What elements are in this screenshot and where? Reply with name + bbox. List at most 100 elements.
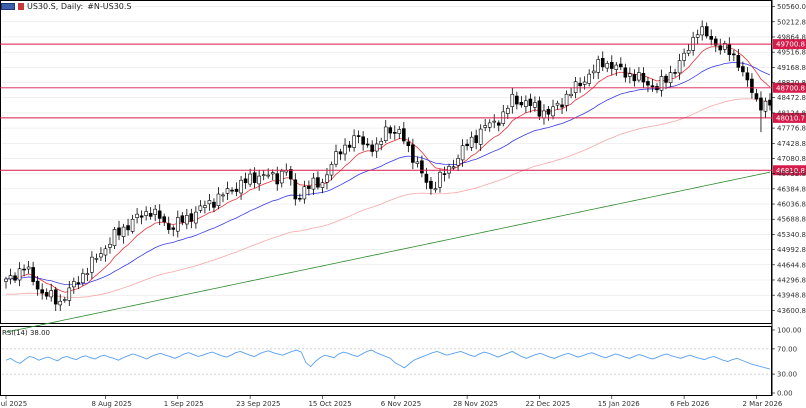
price-tick-label: 46036.8 <box>777 201 806 209</box>
candle-body <box>17 268 22 281</box>
candle-body <box>605 63 610 69</box>
candle-body <box>374 143 379 152</box>
candle-body <box>370 144 374 152</box>
candle-body <box>650 85 655 88</box>
candle-body <box>587 73 591 84</box>
rsi-tick-label: 0.00 <box>777 390 793 398</box>
candle-body <box>325 174 329 183</box>
candle-body <box>8 275 13 280</box>
candle-body <box>709 36 714 40</box>
candle-body <box>460 145 465 161</box>
candle-body <box>519 102 524 106</box>
candle-body <box>171 227 176 230</box>
candle-body <box>505 108 510 114</box>
candle-body <box>451 166 456 169</box>
candle-body <box>261 174 266 176</box>
candle-body <box>524 100 528 107</box>
candle-body <box>392 132 397 134</box>
candle-body <box>745 72 750 81</box>
candle-body <box>153 208 157 215</box>
candle-body <box>713 38 718 46</box>
candle-body <box>22 268 26 271</box>
symbol-label: US30.S, Daily: <box>27 2 84 11</box>
rsi-indicator: 100.00 70.00 30.00 0.00 <box>2 327 802 398</box>
date-axis: 7 Jul 2025 8 Aug 2025 1 Sep 2025 23 Sep 202… <box>0 396 783 408</box>
rsi-tick-label: 70.00 <box>777 345 797 353</box>
candle-body <box>406 141 411 147</box>
candle-body <box>293 179 298 200</box>
candle-body <box>759 97 763 111</box>
candle-body <box>383 126 388 141</box>
candle-body <box>474 135 478 144</box>
candle-body <box>121 226 126 237</box>
candle-body <box>754 93 759 100</box>
candle-body <box>257 175 261 185</box>
candle-body <box>62 299 67 301</box>
candle-body <box>483 125 487 128</box>
date-tick-label: 8 Aug 2025 <box>91 400 131 408</box>
candle-body <box>487 122 492 128</box>
candle-body <box>456 158 460 166</box>
date-tick-label: 1 Sep 2025 <box>164 400 204 408</box>
candle-body <box>307 185 311 189</box>
candle-body <box>35 280 40 290</box>
candle-body <box>704 26 709 37</box>
candle-body <box>388 127 393 134</box>
candle-body <box>515 95 519 105</box>
candle-body <box>727 43 732 55</box>
candle-body <box>234 188 239 192</box>
price-level-flag-bg <box>773 112 806 123</box>
candlesticks[interactable] <box>4 20 772 312</box>
price-tick-label: 48820.8 <box>777 79 806 87</box>
symbol-description: #N-US30.S <box>87 2 132 11</box>
price-tick-label: 50212.8 <box>777 18 806 26</box>
symbol-flag-icon <box>1 3 15 10</box>
candle-body <box>668 72 673 83</box>
candle-body <box>478 128 483 145</box>
candle-body <box>13 275 17 281</box>
candle-body <box>420 160 424 174</box>
horizontal-levels[interactable]: 49700.8 48700.8 48010.7 46810.8 <box>0 39 806 176</box>
price-tick-label: 43600.8 <box>777 307 806 315</box>
candle-body <box>338 151 343 155</box>
candle-body <box>569 93 573 97</box>
candle-body <box>99 253 103 258</box>
rsi-label: RSI(14) 38.00 <box>2 329 51 337</box>
candle-body <box>582 81 587 85</box>
candle-body <box>103 248 108 256</box>
candle-body <box>108 243 112 248</box>
candle-body <box>343 144 347 155</box>
candle-body <box>166 223 171 230</box>
candle-body <box>722 43 727 50</box>
candle-body <box>361 136 365 145</box>
candle-body <box>266 174 271 177</box>
candle-body <box>628 73 632 77</box>
price-tick-label: 45688.8 <box>777 216 806 224</box>
candle-body <box>230 189 234 192</box>
candle-body <box>686 50 691 54</box>
candle-body <box>194 211 198 224</box>
candle-body <box>279 170 284 184</box>
price-level-flag: 49700.8 <box>773 39 806 50</box>
price-tick-label: 48124.8 <box>777 109 806 117</box>
candle-body <box>298 197 302 200</box>
candle-body <box>112 229 117 247</box>
candle-body <box>239 179 243 194</box>
candle-body <box>695 34 700 38</box>
candle-body <box>415 161 420 164</box>
candle-body <box>542 110 546 119</box>
rsi-tick-label: 30.00 <box>777 371 797 379</box>
candle-body <box>560 104 564 108</box>
candle-body <box>302 186 307 200</box>
price-level-flag-bg <box>773 82 806 93</box>
candle-body <box>646 81 650 86</box>
price-tick-label: 44296.8 <box>777 276 806 284</box>
candle-body <box>135 213 139 218</box>
candle-body <box>447 166 451 174</box>
candle-body <box>175 217 180 232</box>
candle-body <box>212 201 216 208</box>
price-tick-label: 44644.8 <box>777 261 806 269</box>
candle-body <box>352 135 356 148</box>
candle-body <box>270 172 275 175</box>
